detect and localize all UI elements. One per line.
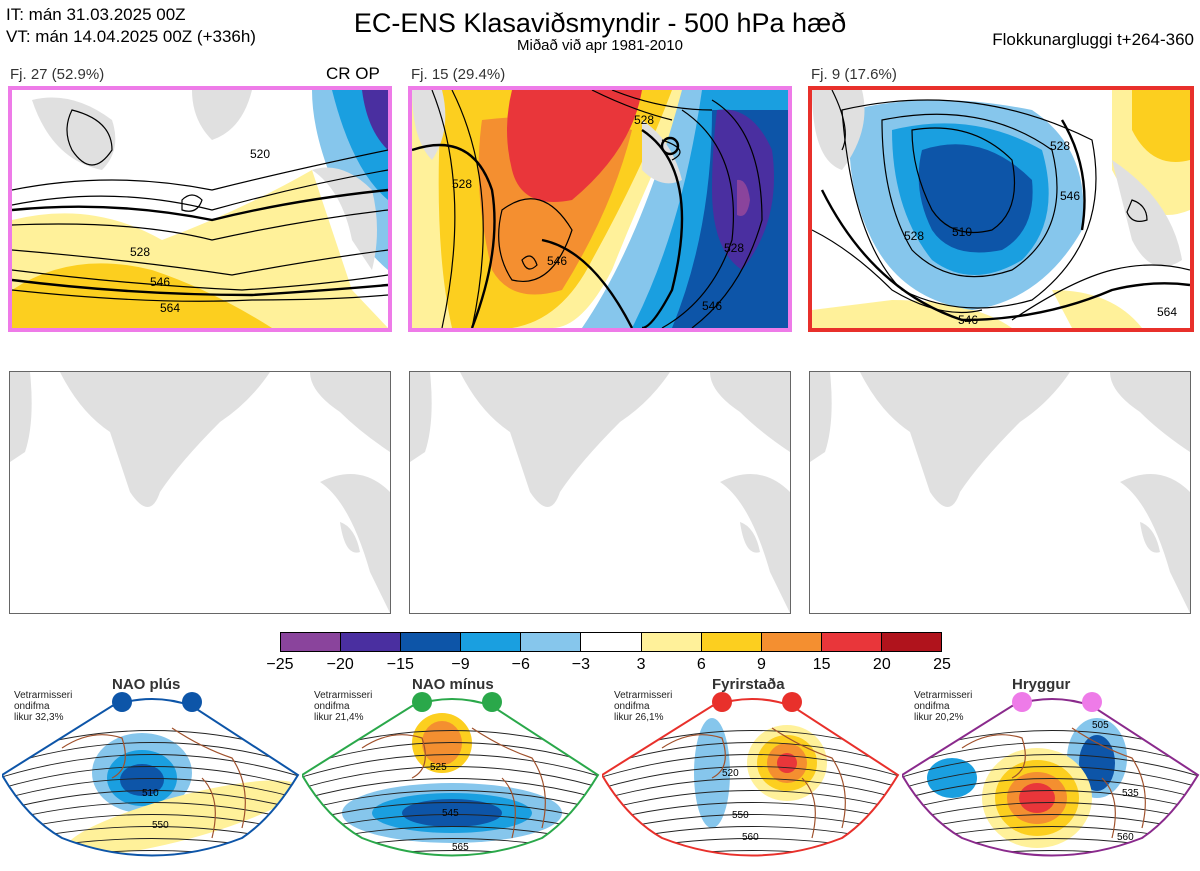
panel-2-label: Fj. 15 (29.4%) xyxy=(411,66,506,83)
cluster-map-1[interactable]: 520 528 546 564 xyxy=(8,86,392,332)
initial-time: IT: mán 31.03.2025 00Z xyxy=(6,5,186,24)
regime-marker xyxy=(412,692,432,712)
regime-note: Vetrarmisseri xyxy=(14,690,73,701)
regime-contour-label: 560 xyxy=(742,832,759,843)
contour-label: 564 xyxy=(160,301,180,315)
regime-contour-label: 560 xyxy=(1117,832,1134,843)
regime-note: ondifma xyxy=(914,701,950,712)
regime-note: likur 20,2% xyxy=(914,712,964,723)
panel-1-tag: CR OP xyxy=(326,64,380,83)
regime-note: ondifma xyxy=(614,701,650,712)
colorbar-tick: −20 xyxy=(326,656,354,673)
colorbar-tick: 20 xyxy=(872,656,891,673)
regime-note: Vetrarmisseri xyxy=(914,690,973,701)
colorbar-tick: 15 xyxy=(812,656,831,673)
regime-contour-label: 550 xyxy=(732,810,749,821)
regime-contour-label: 520 xyxy=(722,768,739,779)
regime-marker xyxy=(1082,692,1102,712)
colorbar-tick: 6 xyxy=(696,656,706,673)
colorbar-swatch xyxy=(640,633,701,651)
colorbar xyxy=(280,632,942,652)
colorbar-swatch xyxy=(460,633,521,651)
regime-marker xyxy=(782,692,802,712)
contour-label: 528 xyxy=(452,177,472,191)
contour-label: 528 xyxy=(724,241,744,255)
regime-note: Vetrarmisseri xyxy=(314,690,373,701)
regime-note: likur 26,1% xyxy=(614,712,664,723)
colorbar-tick: 25 xyxy=(933,656,951,673)
contour-label: 546 xyxy=(547,254,567,268)
regime-title: NAO plús xyxy=(112,676,181,693)
regime-contour-label: 550 xyxy=(152,820,169,831)
regime-note: ondifma xyxy=(314,701,350,712)
colorbar-tick: −6 xyxy=(511,656,530,673)
regime-marker xyxy=(482,692,502,712)
colorbar-swatch xyxy=(880,633,942,651)
regime-map[interactable]: 520 550 560 xyxy=(602,688,902,868)
colorbar-swatch xyxy=(520,633,581,651)
page-title: EC-ENS Klasaviðsmyndir - 500 hPa hæð xyxy=(353,8,847,38)
colorbar-tick: −25 xyxy=(266,656,294,673)
regime-note: ondifma xyxy=(14,701,50,712)
contour-label: 564 xyxy=(1157,305,1177,319)
regime-marker xyxy=(112,692,132,712)
regime-contour-label: 565 xyxy=(452,842,469,853)
regime-title: Hryggur xyxy=(1012,676,1071,693)
regime-marker xyxy=(1012,692,1032,712)
window-label: Flokkunargluggi t+264-360 xyxy=(992,30,1194,49)
contour-label: 546 xyxy=(150,275,170,289)
colorbar-swatch xyxy=(700,633,761,651)
colorbar-tick: 3 xyxy=(636,656,646,673)
regime-contour-label: 545 xyxy=(442,808,459,819)
regime-note: likur 21,4% xyxy=(314,712,364,723)
colorbar-tick: 9 xyxy=(757,656,766,673)
regime-contour-label: 505 xyxy=(1092,720,1109,731)
empty-map-1[interactable] xyxy=(9,371,391,614)
panel-1-label: Fj. 27 (52.9%) xyxy=(10,66,105,83)
colorbar-swatch xyxy=(820,633,881,651)
regime-title: NAO mínus xyxy=(412,676,494,693)
regime-map[interactable]: 510 550 xyxy=(2,688,302,868)
contour-label: 510 xyxy=(952,225,972,239)
panel-3-label: Fj. 9 (17.6%) xyxy=(811,66,897,83)
colorbar-tick: −9 xyxy=(451,656,470,673)
contour-label: 528 xyxy=(1050,139,1070,153)
cluster-map-3[interactable]: 528 510 528 546 564 546 xyxy=(808,86,1194,332)
colorbar-swatch xyxy=(760,633,821,651)
regime-note: likur 32,3% xyxy=(14,712,64,723)
contour-label: 520 xyxy=(250,147,270,161)
contour-label: 546 xyxy=(1060,189,1080,203)
contour-label: 528 xyxy=(634,113,654,127)
regime-title: Fyrirstaða xyxy=(712,676,785,693)
page-subtitle: Miðað við apr 1981-2010 xyxy=(517,37,683,54)
contour-label: 528 xyxy=(904,229,924,243)
header-times: IT: mán 31.03.2025 00Z VT: mán 14.04.202… xyxy=(6,4,256,48)
regime-marker xyxy=(182,692,202,712)
colorbar-swatch xyxy=(340,633,401,651)
colorbar-tick: −3 xyxy=(571,656,591,673)
regime-note: Vetrarmisseri xyxy=(614,690,673,701)
regime-map[interactable]: 505 535 560 xyxy=(902,688,1200,868)
contour-label: 546 xyxy=(958,313,978,327)
contour-label: 546 xyxy=(702,299,722,313)
regime-contour-label: 525 xyxy=(430,762,447,773)
regime-marker xyxy=(712,692,732,712)
regime-map[interactable]: 525 545 565 xyxy=(302,688,602,868)
colorbar-tick: −15 xyxy=(386,656,414,673)
contour-label: 528 xyxy=(130,245,150,259)
cluster-map-2[interactable]: 528 528 546 528 546 xyxy=(408,86,792,332)
colorbar-swatch xyxy=(281,633,341,651)
colorbar-swatch xyxy=(580,633,641,651)
regime-contour-label: 535 xyxy=(1122,788,1139,799)
valid-time: VT: mán 14.04.2025 00Z (+336h) xyxy=(6,27,256,46)
empty-map-2[interactable] xyxy=(409,371,791,614)
colorbar-swatch xyxy=(400,633,461,651)
empty-map-3[interactable] xyxy=(809,371,1191,614)
regime-contour-label: 510 xyxy=(142,788,159,799)
